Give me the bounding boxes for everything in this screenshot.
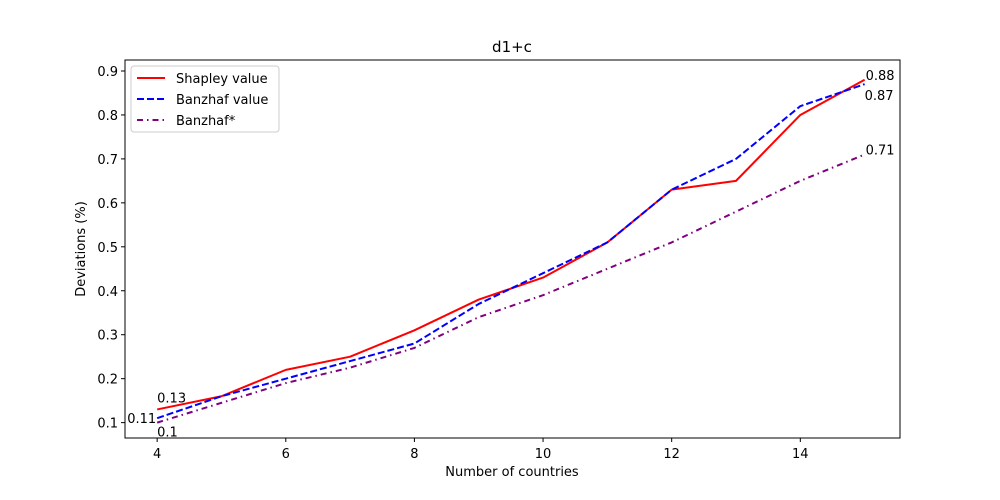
y-axis: 0.1 0.2 0.3 0.4 0.5 0.6 0.7 0.8 0.9 — [97, 65, 125, 432]
x-tick-label: 4 — [153, 447, 161, 462]
data-label: 0.1 — [157, 426, 178, 441]
data-label: 0.88 — [866, 69, 895, 84]
y-tick-label: 0.6 — [97, 197, 118, 212]
y-tick-label: 0.8 — [97, 109, 118, 124]
y-tick-label: 0.2 — [97, 373, 118, 388]
y-tick-label: 0.4 — [97, 285, 118, 300]
x-axis-title: Number of countries — [445, 465, 579, 480]
y-tick-label: 0.3 — [97, 329, 118, 344]
legend-label: Shapley value — [176, 72, 268, 87]
legend-label: Banzhaf value — [176, 93, 268, 108]
y-tick-label: 0.9 — [97, 65, 118, 80]
data-label: 0.11 — [127, 412, 156, 427]
x-axis: 4 6 8 10 12 14 — [153, 438, 809, 462]
plot-frame — [124, 59, 901, 439]
x-tick-label: 10 — [535, 447, 552, 462]
series-line-3 — [156, 153, 866, 424]
data-label: 0.13 — [157, 391, 186, 406]
x-tick-label: 14 — [792, 447, 809, 462]
series-line-2 — [156, 83, 865, 420]
y-tick-label: 0.1 — [97, 417, 118, 432]
x-tick-label: 8 — [410, 447, 418, 462]
x-tick-label: 6 — [282, 447, 290, 462]
legend: Shapley value Banzhaf value Banzhaf* — [130, 65, 280, 133]
y-tick-label: 0.7 — [97, 153, 118, 168]
y-axis-title: Deviations (%) — [74, 201, 89, 297]
chart-title: d1+c — [492, 38, 532, 56]
legend-label: Banzhaf* — [176, 114, 236, 129]
legend-box — [130, 65, 280, 133]
series-layer — [156, 78, 866, 424]
data-label: 0.87 — [865, 89, 894, 104]
y-tick-label: 0.5 — [97, 241, 118, 256]
data-labels: 0.130.110.1 0.88 0.87 0.71 — [127, 69, 894, 441]
x-tick-label: 12 — [663, 447, 680, 462]
series-line-1 — [156, 78, 866, 411]
data-label: 0.71 — [866, 144, 895, 159]
